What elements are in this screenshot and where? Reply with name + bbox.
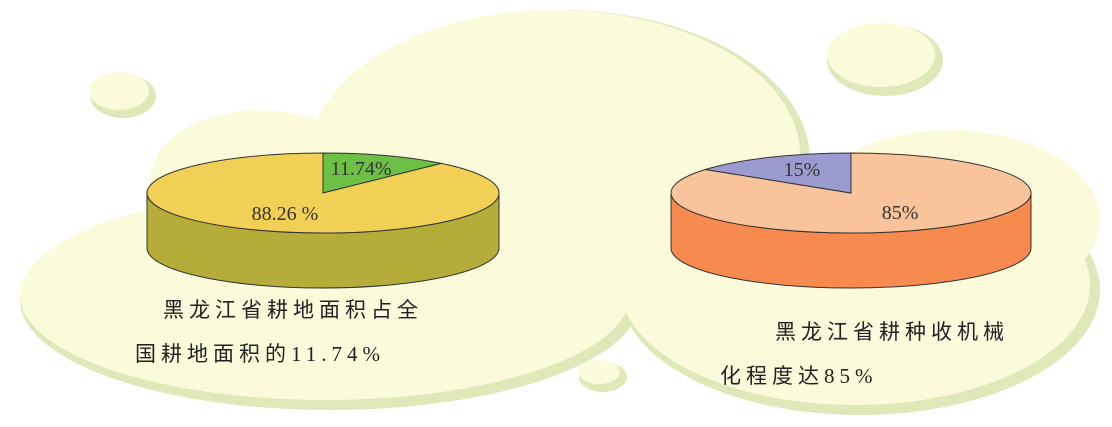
slice-label: 88.26 % [252, 203, 319, 225]
pie-slice [322, 152, 442, 194]
caption: 黑龙江省耕地面积占全国耕地面积的11.74% [135, 298, 423, 366]
caption: 黑龙江省耕种收机械化程度达85% [720, 320, 1009, 388]
pie-slice [670, 152, 1032, 234]
slice-label: 15% [784, 159, 821, 181]
pie-slice [705, 152, 852, 194]
slice-label: 11.74% [331, 158, 392, 180]
pie-slice [146, 152, 500, 234]
slice-label: 85% [882, 202, 919, 224]
